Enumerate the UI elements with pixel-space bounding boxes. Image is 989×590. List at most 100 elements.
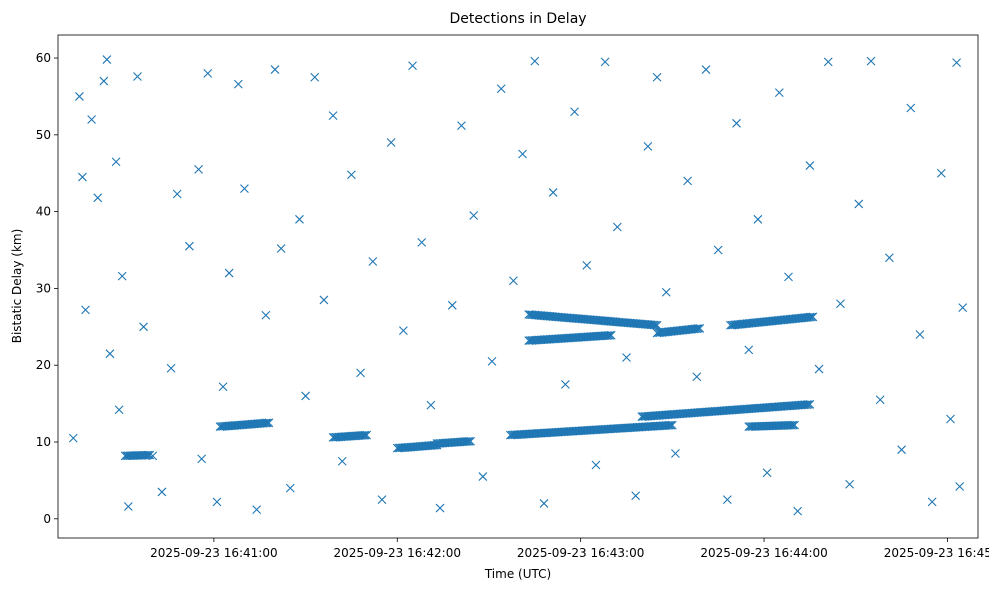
- detection-point: [802, 400, 812, 409]
- detection-point: [157, 487, 167, 497]
- detection-point: [478, 472, 488, 481]
- detection-point: [643, 141, 653, 151]
- detection-point: [93, 193, 103, 203]
- detection-point: [133, 72, 142, 81]
- detection-point: [582, 260, 592, 270]
- detection-point: [212, 497, 222, 507]
- detection-point: [417, 237, 427, 247]
- detection-point: [803, 400, 813, 409]
- y-tick-label: 60: [36, 51, 51, 65]
- detection-point: [713, 245, 723, 255]
- detection-point: [301, 391, 310, 401]
- y-tick-label: 10: [36, 435, 51, 449]
- chart-title: Detections in Delay: [449, 11, 586, 27]
- detection-point: [337, 456, 347, 466]
- y-tick-label: 50: [36, 128, 51, 142]
- detection-point: [823, 57, 833, 67]
- detection-point: [671, 449, 680, 458]
- detection-point: [377, 495, 387, 504]
- detection-point: [264, 418, 274, 428]
- detection-point: [955, 482, 965, 491]
- detection-point: [252, 505, 262, 514]
- detection-point: [87, 115, 97, 124]
- detection-point: [487, 356, 497, 366]
- detection-point: [224, 268, 234, 278]
- detection-point: [884, 253, 894, 263]
- detection-point: [359, 430, 369, 440]
- detection-point: [952, 58, 961, 68]
- detection-point: [276, 244, 286, 253]
- detection-point: [603, 331, 613, 340]
- detection-point: [347, 170, 356, 180]
- detection-point: [295, 214, 304, 224]
- detection-point: [139, 322, 148, 332]
- x-tick-label: 2025-09-23 16:44:00: [700, 546, 827, 560]
- detection-point: [185, 241, 194, 251]
- detection-point: [652, 72, 662, 82]
- detection-point: [692, 372, 702, 382]
- detection-point: [622, 353, 631, 362]
- detection-point: [631, 491, 641, 501]
- x-axis-label: Time (UTC): [484, 567, 551, 581]
- detection-point: [145, 450, 155, 460]
- detection-point: [906, 103, 916, 113]
- detection-point: [683, 176, 693, 186]
- detection-point: [793, 506, 803, 516]
- detection-point: [570, 107, 579, 117]
- detection-point: [398, 326, 408, 336]
- y-tick-label: 40: [36, 205, 51, 219]
- detection-point: [81, 305, 90, 315]
- detection-point: [261, 418, 271, 428]
- detection-point: [664, 420, 674, 430]
- detection-point: [319, 295, 329, 305]
- detection-point: [240, 184, 249, 193]
- detection-point: [203, 69, 213, 78]
- detection-point: [722, 495, 732, 504]
- detection-point: [606, 330, 616, 340]
- detection-point: [692, 324, 702, 334]
- detection-point: [958, 303, 968, 313]
- x-tick-label: 2025-09-23 16:42:00: [334, 546, 461, 560]
- detection-point: [218, 382, 228, 392]
- detection-point: [753, 214, 763, 224]
- detection-point: [102, 55, 112, 64]
- detection-point: [649, 320, 659, 330]
- detection-point: [845, 479, 855, 489]
- detection-point: [496, 84, 506, 94]
- x-tick-label: 2025-09-23 16:45:00: [884, 546, 989, 560]
- detection-point: [790, 420, 799, 430]
- detection-point: [435, 503, 445, 513]
- detection-point: [875, 395, 885, 405]
- detection-point: [732, 118, 741, 128]
- detection-point: [285, 483, 295, 493]
- detection-point: [310, 72, 320, 82]
- detection-point: [774, 88, 784, 97]
- detection-point: [408, 61, 417, 71]
- detection-point: [360, 430, 370, 440]
- detection-point: [787, 420, 796, 430]
- detection-point: [530, 56, 540, 66]
- y-axis-label: Bistatic Delay (km): [10, 229, 24, 344]
- detection-point: [915, 330, 925, 339]
- detection-point: [612, 222, 622, 232]
- detection-point: [666, 420, 676, 430]
- detection-point: [362, 430, 372, 440]
- detection-point: [805, 161, 815, 170]
- detection-point: [117, 271, 127, 281]
- detection-point: [328, 111, 338, 121]
- detection-point: [897, 445, 906, 455]
- detection-point: [805, 399, 815, 409]
- detection-point: [78, 172, 87, 182]
- detection-point: [463, 437, 472, 446]
- detection-point: [652, 320, 662, 330]
- detection-point: [946, 414, 955, 424]
- detection-point: [651, 320, 660, 330]
- detection-point: [518, 149, 527, 159]
- detection-point: [807, 312, 816, 322]
- detection-point: [270, 65, 280, 74]
- detection-point: [142, 450, 152, 460]
- detection-point: [68, 433, 78, 443]
- detection-point: [166, 363, 176, 373]
- detection-point: [560, 380, 570, 389]
- detection-point: [356, 368, 365, 378]
